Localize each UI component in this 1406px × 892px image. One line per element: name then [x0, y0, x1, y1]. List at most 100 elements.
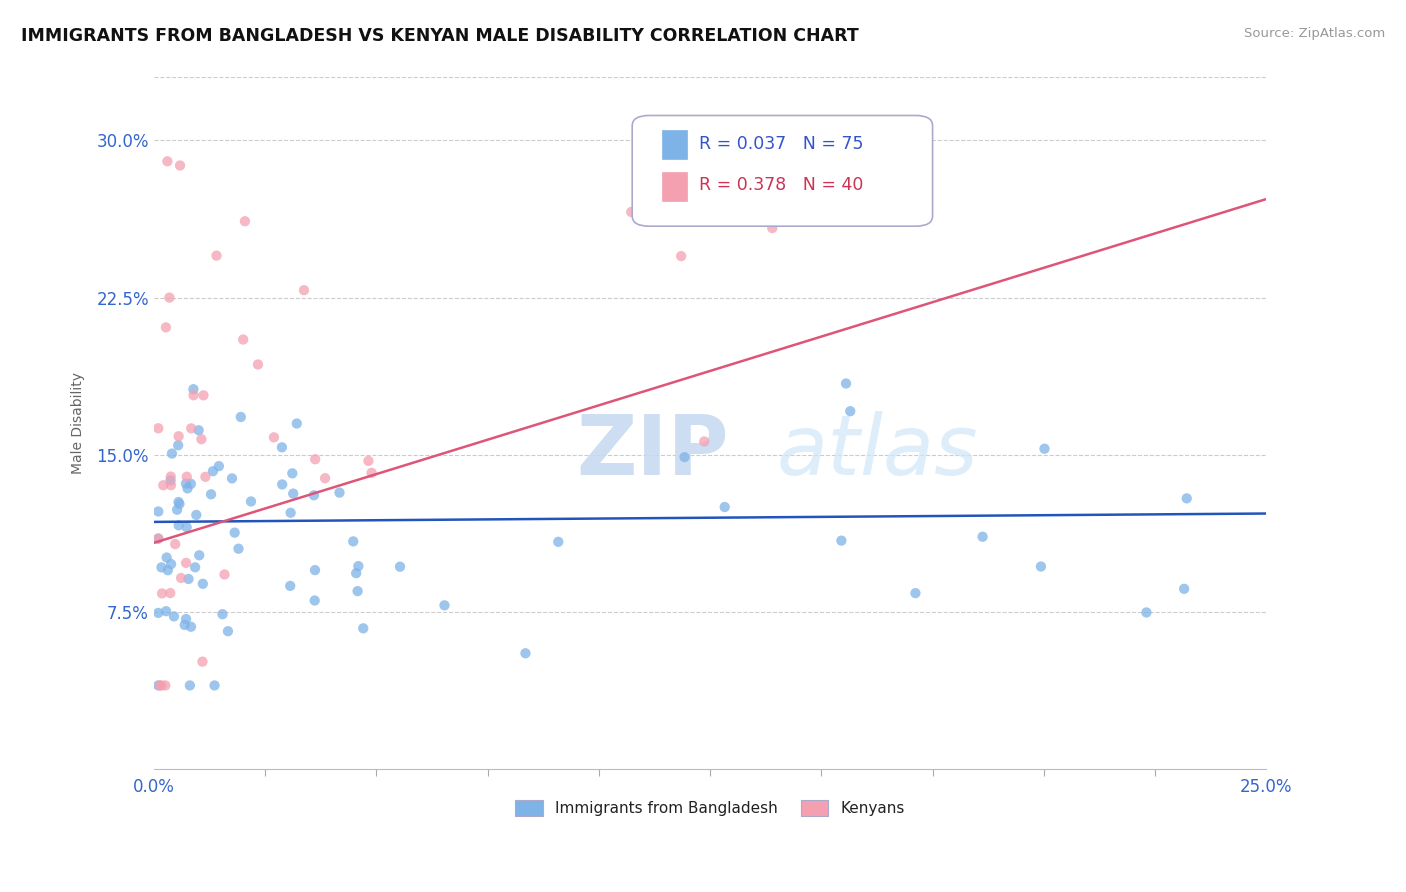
- Point: [233, 214, 256, 228]
- Point: [170, 571, 193, 585]
- Point: [292, 283, 315, 297]
- Point: [389, 559, 412, 574]
- Text: Source: ZipAtlas.com: Source: ZipAtlas.com: [1244, 27, 1385, 40]
- Point: [149, 678, 172, 692]
- Point: [346, 584, 368, 599]
- Point: [156, 550, 179, 565]
- Point: [271, 477, 294, 491]
- Point: [285, 417, 308, 431]
- Point: [191, 576, 214, 591]
- Point: [148, 504, 170, 518]
- Point: [246, 358, 269, 372]
- Point: [342, 534, 364, 549]
- Point: [190, 432, 212, 446]
- Point: [228, 541, 250, 556]
- Point: [155, 320, 177, 334]
- Point: [155, 604, 177, 618]
- Point: [148, 606, 170, 620]
- Point: [200, 487, 222, 501]
- Point: [150, 560, 173, 574]
- Point: [174, 556, 197, 570]
- Text: IMMIGRANTS FROM BANGLADESH VS KENYAN MALE DISABILITY CORRELATION CHART: IMMIGRANTS FROM BANGLADESH VS KENYAN MAL…: [21, 27, 859, 45]
- Point: [302, 488, 325, 502]
- Point: [208, 459, 231, 474]
- Point: [159, 474, 181, 488]
- Point: [150, 586, 173, 600]
- Point: [693, 434, 716, 449]
- Point: [1173, 582, 1195, 596]
- FancyBboxPatch shape: [633, 115, 932, 227]
- Point: [174, 612, 197, 626]
- Point: [155, 678, 177, 692]
- Point: [152, 478, 174, 492]
- Point: [174, 476, 197, 491]
- Point: [160, 557, 183, 571]
- Point: [1175, 491, 1198, 506]
- Point: [673, 450, 696, 464]
- Point: [232, 333, 254, 347]
- Point: [761, 221, 783, 235]
- Point: [344, 566, 367, 581]
- Point: [347, 559, 370, 574]
- Point: [148, 532, 170, 546]
- Point: [839, 404, 862, 418]
- Point: [669, 249, 692, 263]
- Point: [148, 421, 170, 435]
- Point: [217, 624, 239, 639]
- Legend: Immigrants from Bangladesh, Kenyans: Immigrants from Bangladesh, Kenyans: [508, 793, 912, 824]
- Point: [433, 599, 456, 613]
- Point: [352, 621, 374, 635]
- Point: [194, 470, 217, 484]
- Point: [205, 249, 228, 263]
- Text: atlas: atlas: [778, 410, 979, 491]
- Point: [183, 382, 205, 396]
- Point: [713, 500, 735, 514]
- Point: [173, 618, 195, 632]
- Point: [224, 525, 246, 540]
- Y-axis label: Male Disability: Male Disability: [72, 372, 86, 475]
- Point: [835, 376, 858, 391]
- Point: [278, 579, 301, 593]
- Point: [191, 655, 214, 669]
- Point: [156, 563, 179, 577]
- Point: [328, 485, 350, 500]
- Point: [160, 447, 183, 461]
- Point: [357, 454, 380, 468]
- Point: [186, 508, 208, 522]
- Point: [214, 567, 236, 582]
- Point: [515, 646, 537, 660]
- Point: [179, 678, 201, 692]
- Point: [166, 502, 188, 516]
- Point: [148, 678, 170, 692]
- Point: [163, 609, 186, 624]
- Point: [176, 520, 198, 534]
- Point: [167, 495, 190, 509]
- Point: [167, 429, 190, 443]
- Point: [167, 438, 190, 452]
- Bar: [662, 171, 686, 201]
- Point: [169, 497, 191, 511]
- Point: [150, 678, 173, 692]
- Point: [547, 534, 569, 549]
- Point: [160, 478, 183, 492]
- Point: [1029, 559, 1052, 574]
- Point: [304, 563, 326, 577]
- Point: [281, 467, 304, 481]
- Point: [169, 159, 191, 173]
- Point: [159, 586, 181, 600]
- Point: [187, 423, 209, 437]
- Text: R = 0.037   N = 75: R = 0.037 N = 75: [699, 135, 863, 153]
- Point: [204, 678, 226, 692]
- Point: [304, 452, 326, 467]
- Bar: [662, 130, 686, 159]
- Point: [159, 469, 181, 483]
- Point: [177, 572, 200, 586]
- Point: [165, 537, 187, 551]
- Point: [183, 388, 205, 402]
- Point: [180, 476, 202, 491]
- Point: [176, 482, 198, 496]
- Point: [314, 471, 336, 485]
- Point: [167, 518, 190, 533]
- Point: [1033, 442, 1056, 456]
- Point: [201, 464, 224, 478]
